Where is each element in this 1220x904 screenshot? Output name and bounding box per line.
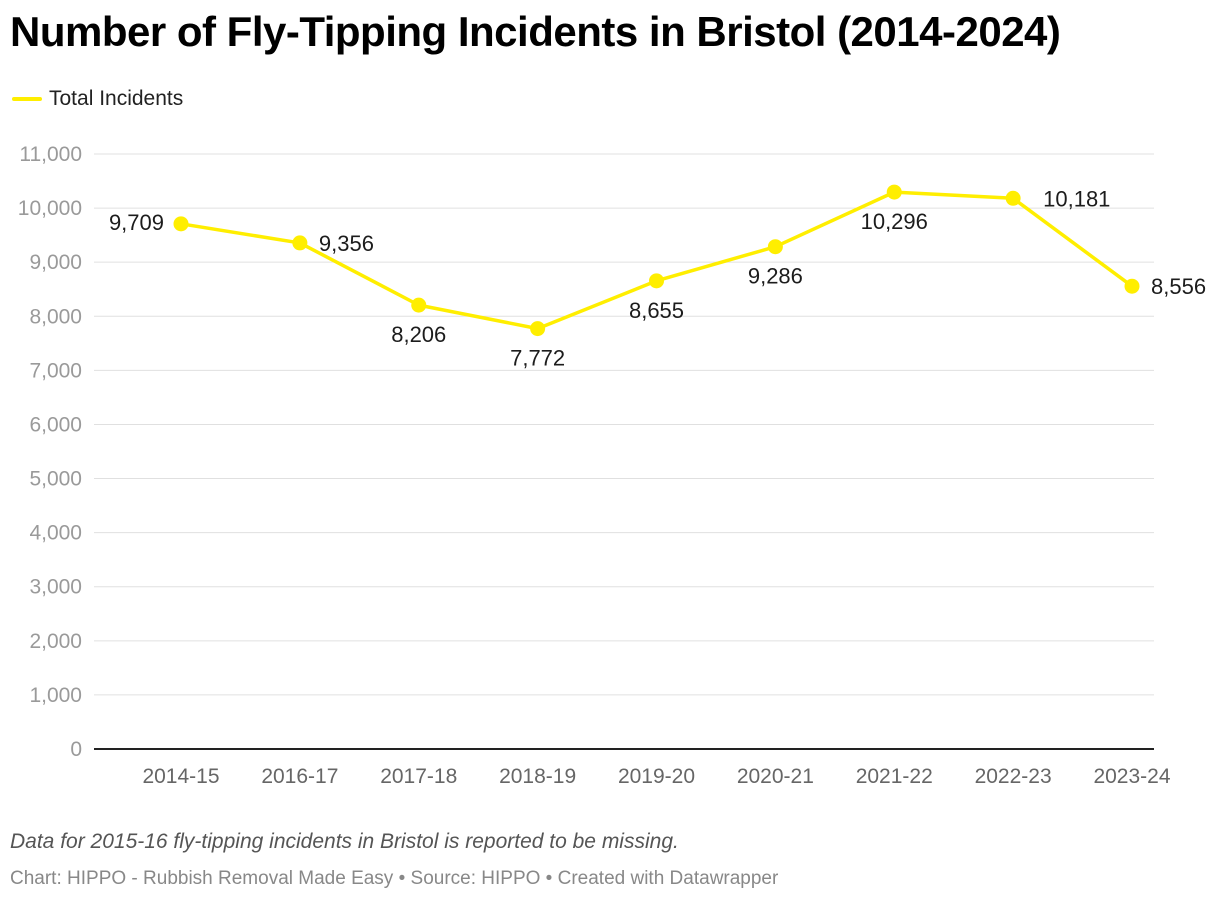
data-label: 7,772 (510, 346, 565, 371)
y-tick-label: 0 (70, 738, 82, 761)
data-point (411, 297, 427, 313)
footnote: Data for 2015-16 fly-tipping incidents i… (10, 830, 679, 853)
legend: Total Incidents (12, 87, 183, 111)
x-tick-label: 2021-22 (856, 765, 933, 788)
credits: Chart: HIPPO - Rubbish Removal Made Easy… (10, 868, 779, 889)
data-label: 9,286 (748, 264, 803, 289)
y-tick-label: 2,000 (29, 630, 82, 653)
data-point (767, 239, 783, 255)
data-label: 8,655 (629, 298, 684, 323)
data-label: 8,556 (1151, 274, 1206, 299)
x-tick-label: 2018-19 (499, 765, 576, 788)
x-tick-label: 2016-17 (261, 765, 338, 788)
data-label: 8,206 (391, 322, 446, 347)
y-tick-label: 3,000 (29, 576, 82, 599)
y-tick-label: 11,000 (19, 143, 82, 166)
x-tick-label: 2020-21 (737, 765, 814, 788)
data-point (1005, 190, 1021, 206)
y-tick-label: 7,000 (29, 359, 82, 382)
data-point (1124, 278, 1140, 294)
line-chart: 0 1,000 2,000 3,000 4,000 5,000 6,000 7,000 8,00… (18, 143, 1206, 788)
legend-swatch (12, 97, 42, 101)
data-label: 10,296 (861, 209, 928, 234)
y-tick-label: 5,000 (29, 468, 82, 491)
x-tick-label: 2019-20 (618, 765, 695, 788)
y-tick-label: 1,000 (29, 684, 82, 707)
chart-title: Number of Fly-Tipping Incidents in Brist… (10, 8, 1061, 55)
y-tick-label: 6,000 (29, 413, 82, 436)
y-tick-label: 4,000 (29, 522, 82, 545)
data-point (292, 235, 308, 251)
y-tick-label: 9,000 (29, 251, 82, 274)
data-label: 9,709 (109, 210, 164, 235)
data-point (886, 184, 902, 200)
data-point (530, 321, 546, 337)
data-point (173, 216, 189, 232)
x-tick-label: 2023-24 (1093, 765, 1170, 788)
data-point (649, 273, 664, 289)
x-tick-label: 2014-15 (142, 765, 219, 788)
data-label: 9,356 (319, 231, 374, 256)
x-tick-label: 2022-23 (975, 765, 1052, 788)
y-tick-label: 8,000 (29, 305, 82, 328)
x-tick-label: 2017-18 (380, 765, 457, 788)
data-label: 10,181 (1043, 186, 1110, 211)
y-tick-label: 10,000 (18, 197, 82, 220)
legend-label: Total Incidents (49, 87, 184, 110)
